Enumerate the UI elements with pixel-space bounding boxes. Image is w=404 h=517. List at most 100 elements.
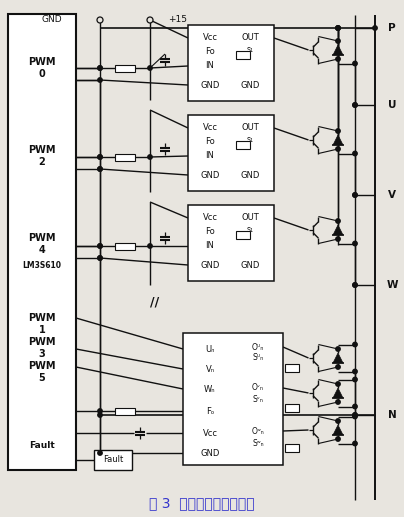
Text: 5: 5 — [39, 373, 45, 383]
Text: //: // — [150, 296, 160, 309]
Text: Fault: Fault — [103, 455, 123, 464]
Circle shape — [98, 167, 102, 171]
Text: Oᵛₙ: Oᵛₙ — [252, 384, 264, 392]
Circle shape — [98, 167, 102, 171]
Bar — [236, 141, 250, 149]
Circle shape — [336, 365, 340, 369]
Circle shape — [373, 26, 377, 30]
Circle shape — [98, 66, 102, 70]
Text: N: N — [387, 410, 396, 420]
Circle shape — [336, 219, 340, 223]
Polygon shape — [333, 388, 343, 398]
Bar — [115, 65, 135, 71]
Text: GND: GND — [200, 449, 220, 458]
Text: GND: GND — [240, 81, 260, 89]
Circle shape — [336, 347, 340, 351]
Circle shape — [336, 147, 340, 151]
Circle shape — [353, 241, 357, 246]
Text: U: U — [388, 100, 396, 110]
Bar — [183, 333, 283, 465]
Circle shape — [353, 151, 357, 156]
Text: Oᵁₙ: Oᵁₙ — [252, 342, 264, 352]
Bar — [188, 25, 274, 101]
Circle shape — [98, 66, 102, 70]
Bar — [285, 404, 299, 412]
Text: 0: 0 — [39, 69, 45, 79]
Text: PWM: PWM — [28, 337, 56, 347]
Text: GND: GND — [200, 261, 220, 269]
Circle shape — [148, 155, 152, 159]
Text: 3: 3 — [39, 349, 45, 359]
Text: V: V — [388, 190, 396, 200]
Bar — [115, 242, 135, 250]
Circle shape — [353, 442, 357, 446]
Circle shape — [148, 66, 152, 70]
Text: OUT: OUT — [241, 214, 259, 222]
Bar — [236, 231, 250, 239]
Circle shape — [336, 39, 340, 43]
Circle shape — [98, 78, 102, 82]
Text: +15: +15 — [168, 16, 187, 24]
Bar — [8, 14, 76, 470]
Circle shape — [98, 155, 102, 159]
Text: Sᵛₙ: Sᵛₙ — [252, 394, 263, 403]
Text: Vᴄᴄ: Vᴄᴄ — [202, 429, 217, 437]
Text: OUT: OUT — [241, 124, 259, 132]
Text: PWM: PWM — [28, 313, 56, 323]
Bar — [236, 51, 250, 59]
Circle shape — [353, 103, 357, 107]
Circle shape — [353, 414, 357, 419]
Text: 1: 1 — [39, 325, 45, 335]
Text: Oʷₙ: Oʷₙ — [252, 427, 264, 435]
Text: OUT: OUT — [241, 34, 259, 42]
Circle shape — [98, 409, 102, 413]
Text: Fo: Fo — [205, 48, 215, 56]
Circle shape — [336, 129, 340, 133]
Circle shape — [336, 237, 340, 241]
Bar — [188, 205, 274, 281]
Text: GND: GND — [240, 261, 260, 269]
Bar — [115, 407, 135, 415]
Text: GND: GND — [42, 16, 62, 24]
Circle shape — [353, 103, 357, 107]
Circle shape — [336, 57, 340, 61]
Circle shape — [353, 377, 357, 382]
Circle shape — [336, 26, 340, 30]
Text: LM3S610: LM3S610 — [23, 261, 61, 269]
Text: GND: GND — [200, 171, 220, 179]
Circle shape — [336, 419, 340, 423]
Text: s₁: s₁ — [246, 134, 253, 144]
Circle shape — [353, 193, 357, 197]
Circle shape — [98, 244, 102, 248]
Text: Wₙ: Wₙ — [204, 385, 216, 393]
Circle shape — [98, 256, 102, 260]
Polygon shape — [333, 135, 343, 145]
Circle shape — [98, 244, 102, 248]
Text: Fo: Fo — [205, 227, 215, 236]
Text: Vₙ: Vₙ — [206, 364, 215, 373]
Text: W: W — [386, 280, 398, 290]
Polygon shape — [333, 353, 343, 363]
Bar — [115, 154, 135, 160]
Text: IN: IN — [206, 151, 215, 160]
Circle shape — [353, 283, 357, 287]
Text: Sᵁₙ: Sᵁₙ — [252, 354, 264, 362]
Text: Vcc: Vcc — [202, 34, 217, 42]
Circle shape — [98, 451, 102, 455]
Text: GND: GND — [200, 81, 220, 89]
Text: 图 3  变频器控制电路电路: 图 3 变频器控制电路电路 — [149, 496, 255, 510]
Circle shape — [353, 283, 357, 287]
Text: 4: 4 — [39, 245, 45, 255]
Circle shape — [336, 382, 340, 386]
Text: PWM: PWM — [28, 233, 56, 243]
Polygon shape — [333, 225, 343, 235]
Circle shape — [353, 62, 357, 66]
Text: Sʷₙ: Sʷₙ — [252, 438, 264, 448]
Bar — [285, 364, 299, 372]
Circle shape — [353, 404, 357, 409]
Circle shape — [353, 342, 357, 347]
Text: Fₒ: Fₒ — [206, 406, 214, 416]
Text: PWM: PWM — [28, 57, 56, 67]
Circle shape — [98, 155, 102, 159]
Text: P: P — [388, 23, 396, 33]
